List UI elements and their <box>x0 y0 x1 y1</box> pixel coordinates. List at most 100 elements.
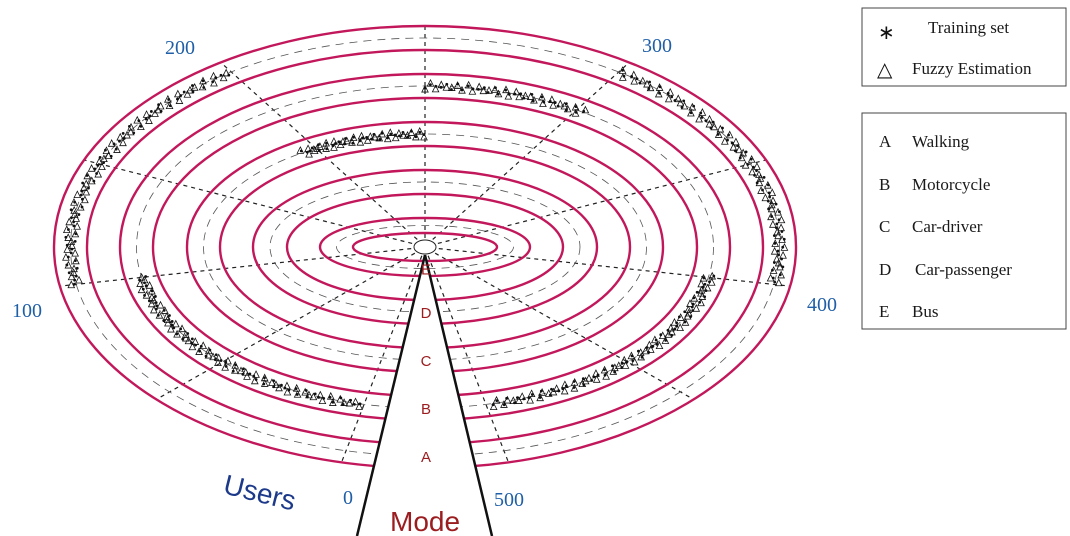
data-point-training <box>118 139 121 143</box>
data-point-fuzzy <box>142 290 151 299</box>
legend-fuzzy-estimation: Fuzzy Estimation <box>912 59 1032 78</box>
data-point-fuzzy <box>485 86 493 94</box>
data-point-fuzzy <box>581 105 590 114</box>
data-point-training <box>144 117 148 121</box>
data-point-training <box>201 79 205 83</box>
data-point-training <box>182 90 186 94</box>
data-point-fuzzy <box>676 323 684 332</box>
users-tick-label: 500 <box>494 489 524 511</box>
data-point-fuzzy <box>80 183 88 191</box>
data-point-fuzzy <box>64 260 73 269</box>
data-point-fuzzy <box>70 210 79 218</box>
data-point-fuzzy <box>420 132 428 141</box>
data-point-fuzzy <box>87 164 96 172</box>
data-point-fuzzy <box>668 327 676 336</box>
data-point-fuzzy <box>190 83 199 91</box>
data-point-fuzzy <box>703 283 712 292</box>
data-point-fuzzy <box>707 277 716 286</box>
data-point-fuzzy <box>137 122 145 131</box>
data-point-fuzzy <box>127 122 135 131</box>
data-point-fuzzy <box>637 352 646 361</box>
data-point-fuzzy <box>538 388 546 396</box>
data-point-training <box>144 284 148 288</box>
data-point-fuzzy <box>237 366 245 375</box>
users-axis-title: Users <box>221 469 299 517</box>
data-point-fuzzy <box>735 145 744 154</box>
data-point-fuzzy <box>87 176 96 185</box>
data-point-fuzzy <box>748 167 757 176</box>
data-point-training <box>75 266 79 270</box>
data-point-fuzzy <box>500 400 508 408</box>
data-point-fuzzy <box>82 187 91 196</box>
data-point-fuzzy <box>316 390 325 399</box>
data-point-fuzzy <box>63 245 72 253</box>
data-point-training <box>361 136 364 140</box>
data-point-fuzzy <box>686 299 694 307</box>
data-point-fuzzy <box>767 200 776 209</box>
data-point-fuzzy <box>155 310 164 319</box>
data-point-fuzzy <box>151 109 159 117</box>
data-point-fuzzy <box>741 160 750 169</box>
data-point-fuzzy <box>313 144 321 152</box>
data-point-fuzzy <box>492 395 501 404</box>
data-point-fuzzy <box>769 220 777 228</box>
data-point-fuzzy <box>403 131 412 139</box>
grid-radial-line <box>59 247 412 287</box>
data-point-training <box>538 396 542 399</box>
data-point-fuzzy <box>204 350 213 359</box>
data-point-fuzzy <box>739 148 748 157</box>
data-point-fuzzy <box>102 146 111 155</box>
data-point-fuzzy <box>779 250 787 259</box>
data-point-fuzzy <box>437 80 446 89</box>
data-point-fuzzy <box>747 154 756 163</box>
data-point-fuzzy <box>548 95 556 103</box>
data-point-training <box>313 392 317 396</box>
data-point-fuzzy <box>145 116 153 124</box>
data-point-fuzzy <box>714 130 723 138</box>
data-point-fuzzy <box>69 268 78 277</box>
data-point-fuzzy <box>768 188 777 197</box>
data-point-fuzzy <box>156 101 165 110</box>
data-point-fuzzy <box>76 202 85 211</box>
data-point-training <box>655 342 659 346</box>
data-point-training <box>194 343 197 347</box>
data-point-fuzzy <box>560 101 569 110</box>
data-point-training <box>280 383 283 387</box>
data-point-fuzzy <box>490 85 499 94</box>
data-point-fuzzy <box>769 266 778 274</box>
data-point-fuzzy <box>666 87 675 96</box>
data-point-fuzzy <box>690 293 699 302</box>
data-point-fuzzy <box>552 384 561 392</box>
data-point-training <box>775 222 779 226</box>
legend-mode-key-a: A <box>879 132 892 151</box>
data-point-fuzzy <box>142 110 151 118</box>
data-point-training <box>310 146 314 150</box>
data-point-fuzzy <box>620 355 629 364</box>
data-point-fuzzy <box>383 134 392 143</box>
data-point-fuzzy <box>780 243 789 251</box>
data-point-fuzzy <box>431 84 440 93</box>
data-point-fuzzy <box>182 333 190 342</box>
legend-mode-label-d: Car-passenger <box>915 260 1012 279</box>
axis-labels: A B C D E 0 100 200 300 400 500 <box>12 35 837 511</box>
data-point-fuzzy <box>621 361 630 369</box>
data-point-fuzzy <box>149 305 158 314</box>
data-point-fuzzy <box>556 99 565 108</box>
grid-radial-line <box>156 252 416 400</box>
data-point-fuzzy <box>687 108 695 117</box>
data-point-fuzzy <box>774 231 782 240</box>
data-point-fuzzy <box>720 136 729 145</box>
data-point-training <box>378 137 382 141</box>
data-point-fuzzy <box>530 95 538 104</box>
legend-mode-label-b: Motorcycle <box>912 175 990 194</box>
data-point-training <box>460 88 464 92</box>
data-point-fuzzy <box>305 390 313 399</box>
data-point-fuzzy <box>65 217 74 226</box>
data-point-training <box>496 92 500 96</box>
data-point-training <box>502 403 506 407</box>
data-point-fuzzy <box>560 386 569 395</box>
data-point-fuzzy <box>305 149 313 158</box>
data-point-training <box>429 83 432 87</box>
data-point-training <box>495 399 499 403</box>
data-point-fuzzy <box>518 392 527 400</box>
